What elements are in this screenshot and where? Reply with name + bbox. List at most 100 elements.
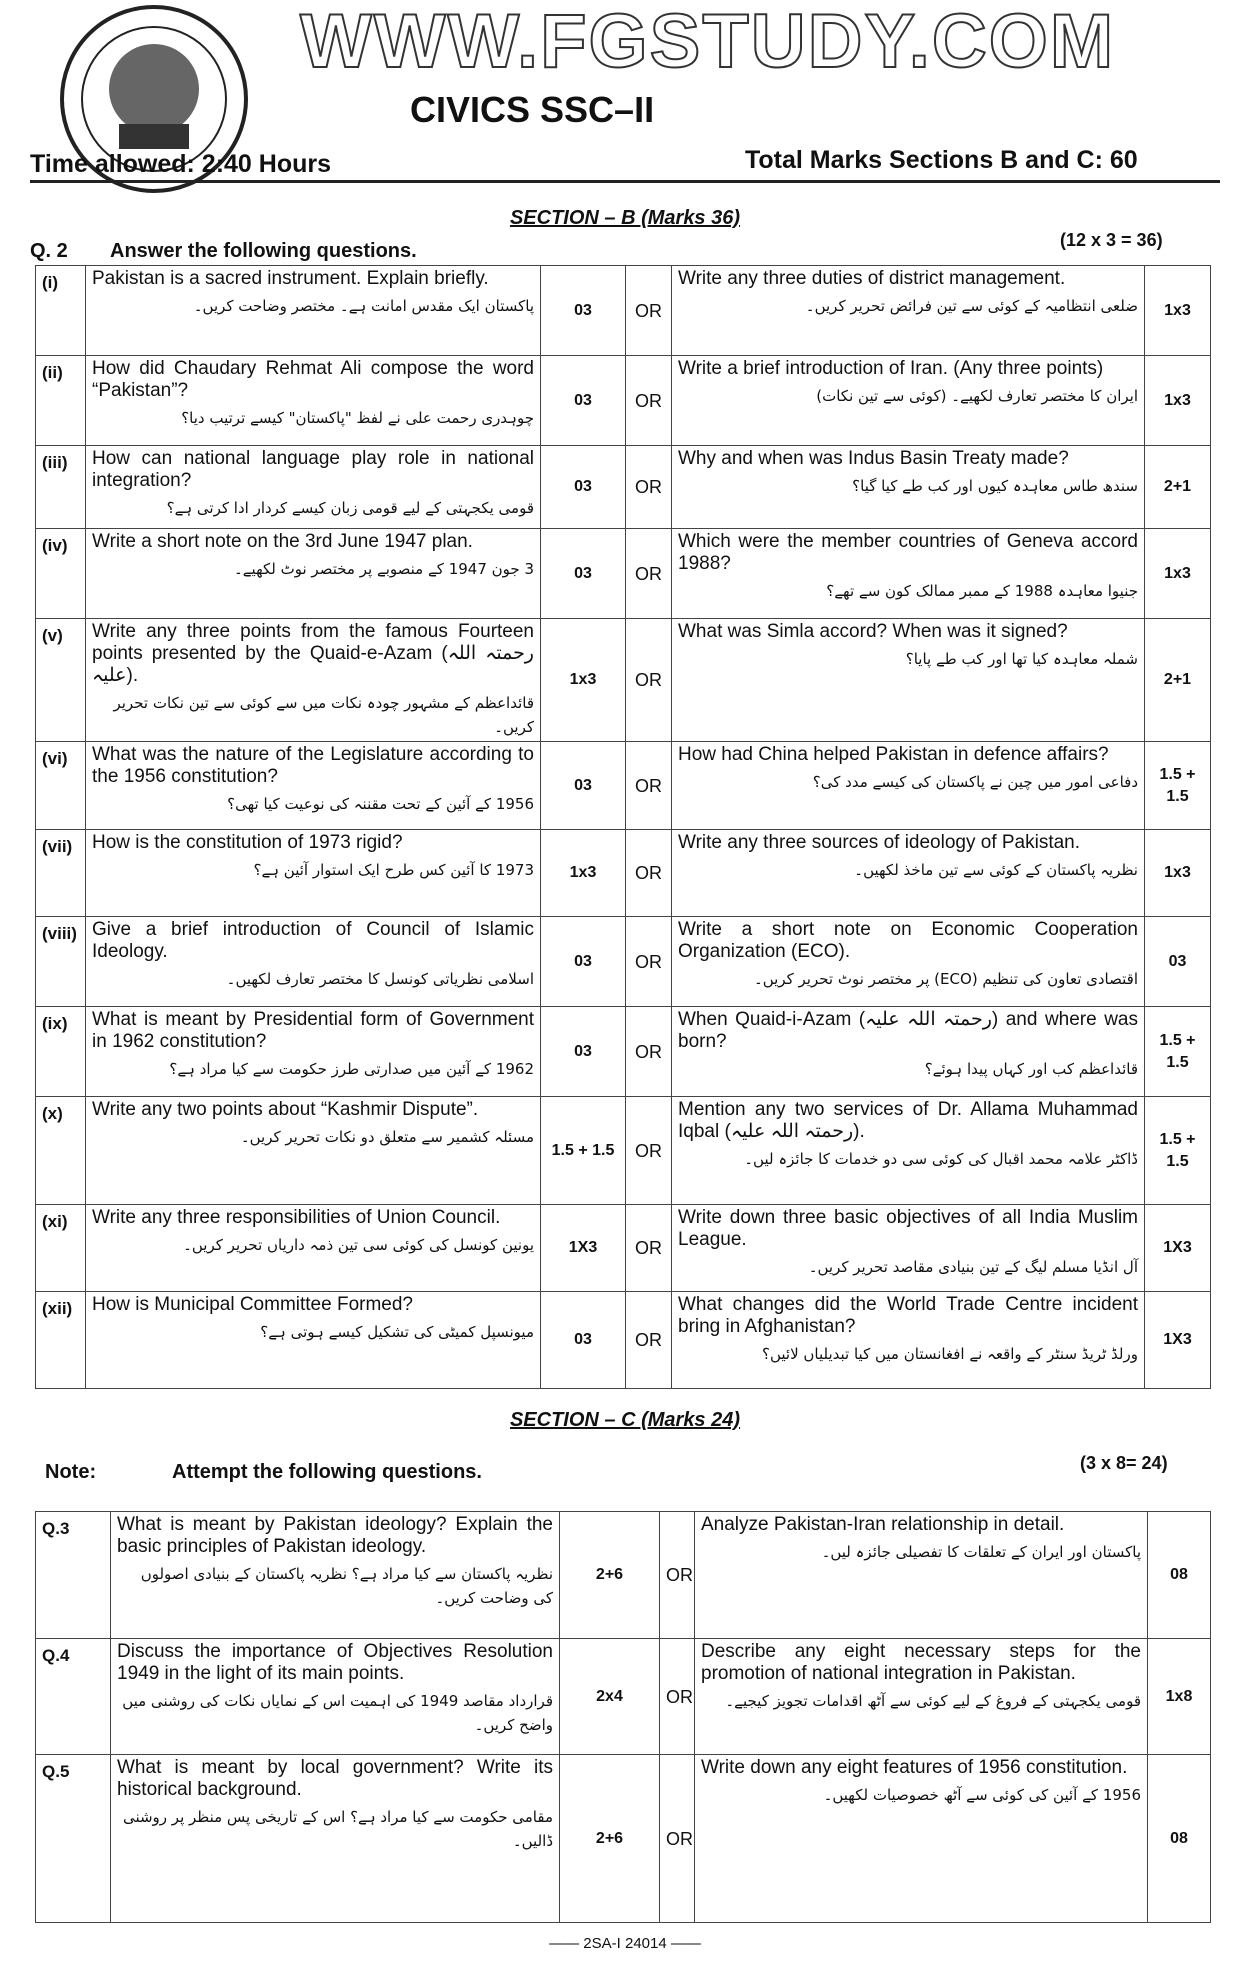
or-label: OR xyxy=(625,829,672,917)
alternative-english: Mention any two services of Dr. Allama M… xyxy=(678,1099,1138,1142)
question-marks: 1.5 + 1.5 xyxy=(540,1096,626,1205)
question-cell: Write a short note on the 3rd June 1947 … xyxy=(85,528,541,619)
question-english: What was the nature of the Legislature a… xyxy=(92,744,534,787)
question-urdu: مسئلہ کشمیر سے متعلق دو نکات تحریر کریں۔ xyxy=(240,1128,534,1146)
question-urdu: اسلامی نظریاتی کونسل کا مختصر تعارف لکھی… xyxy=(226,970,534,988)
or-label: OR xyxy=(625,741,672,830)
or-label: OR xyxy=(625,265,672,356)
alternative-marks: 1.5 + 1.5 xyxy=(1144,1006,1211,1097)
question-row: (v) Write any three points from the famou… xyxy=(35,618,1211,742)
question-english: What is meant by Pakistan ideology? Expl… xyxy=(117,1514,553,1557)
header-rule xyxy=(30,180,1220,183)
question-row: Q.4 Discuss the importance of Objectives … xyxy=(35,1638,1211,1755)
question-marks: 03 xyxy=(540,528,626,619)
question-cell: How can national language play role in n… xyxy=(85,445,541,529)
watermark: WWW.FGSTUDY.COM xyxy=(299,0,1116,84)
question-row: (xii) How is Municipal Committee Formed? م… xyxy=(35,1291,1211,1389)
question-cell: Discuss the importance of Objectives Res… xyxy=(110,1638,560,1755)
alternative-english: Write any three duties of district manag… xyxy=(678,268,1066,289)
question-marks: 2x4 xyxy=(559,1638,660,1755)
question-urdu: مقامی حکومت سے کیا مراد ہے؟ اس کے تاریخی… xyxy=(122,1808,553,1850)
question-cell: Write any three points from the famous F… xyxy=(85,618,541,742)
question-row: Q.3 What is meant by Pakistan ideology? E… xyxy=(35,1511,1211,1639)
question-urdu: 1962 کے آئین میں صدارتی طرز حکومت سے کیا… xyxy=(169,1060,534,1078)
question-marks: 03 xyxy=(540,1291,626,1389)
or-label: OR xyxy=(625,618,672,742)
alternative-urdu: 1956 کے آئین کی کوئی سے آٹھ خصوصیات لکھی… xyxy=(823,1786,1141,1804)
alternative-urdu: جنیوا معاہدہ 1988 کے ممبر ممالک کون سے ت… xyxy=(826,582,1138,600)
alternative-cell: Describe any eight necessary steps for t… xyxy=(694,1638,1148,1755)
or-label: OR xyxy=(625,445,672,529)
or-label: OR xyxy=(659,1511,695,1639)
question-row: (iv) Write a short note on the 3rd June 1… xyxy=(35,528,1211,619)
alternative-english: What was Simla accord? When was it signe… xyxy=(678,621,1068,642)
alternative-urdu: نظریہ پاکستان کے کوئی سے تین ماخذ لکھیں۔ xyxy=(854,861,1138,879)
question-number: (xii) xyxy=(35,1291,86,1389)
question-cell: Give a brief introduction of Council of … xyxy=(85,916,541,1007)
question-cell: Write any two points about “Kashmir Disp… xyxy=(85,1096,541,1205)
or-label: OR xyxy=(625,1291,672,1389)
question-cell: Pakistan is a sacred instrument. Explain… xyxy=(85,265,541,356)
or-label: OR xyxy=(625,1006,672,1097)
question-number: (ix) xyxy=(35,1006,86,1097)
or-label: OR xyxy=(625,1204,672,1292)
question-row: (x) Write any two points about “Kashmir D… xyxy=(35,1096,1211,1205)
alternative-urdu: آل انڈیا مسلم لیگ کے تین بنیادی مقاصد تح… xyxy=(808,1258,1138,1276)
alternative-marks: 1X3 xyxy=(1144,1291,1211,1389)
question-urdu: 1973 کا آئین کس طرح ایک استوار آئین ہے؟ xyxy=(253,861,534,879)
question-number: (i) xyxy=(35,265,86,356)
question-cell: What was the nature of the Legislature a… xyxy=(85,741,541,830)
question-urdu: 3 جون 1947 کے منصوبے پر مختصر نوٹ لکھیے۔ xyxy=(233,560,534,578)
or-label: OR xyxy=(659,1754,695,1923)
alternative-cell: How had China helped Pakistan in defence… xyxy=(671,741,1145,830)
section-b-table: (i) Pakistan is a sacred instrument. Expl… xyxy=(35,265,1211,1389)
alternative-english: Why and when was Indus Basin Treaty made… xyxy=(678,448,1069,469)
alternative-urdu: پاکستان اور ایران کے تعلقات کا تفصیلی جا… xyxy=(821,1543,1141,1561)
question-marks: 03 xyxy=(540,445,626,529)
alternative-urdu: ضلعی انتظامیہ کے کوئی سے تین فرائض تحریر… xyxy=(805,297,1138,315)
question-cell: Write any three responsibilities of Unio… xyxy=(85,1204,541,1292)
or-label: OR xyxy=(625,355,672,446)
alternative-urdu: ڈاکٹر علامہ محمد اقبال کی کوئی سی دو خدم… xyxy=(744,1150,1138,1168)
question-urdu: قائداعظم کے مشہور چودہ نکات میں سے کوئی … xyxy=(113,694,534,736)
section-c-instruction: Attempt the following questions. xyxy=(172,1461,482,1483)
or-label: OR xyxy=(659,1638,695,1755)
question-english: What is meant by Presidential form of Go… xyxy=(92,1009,534,1052)
question-english: Discuss the importance of Objectives Res… xyxy=(117,1641,553,1684)
question-english: How can national language play role in n… xyxy=(92,448,534,491)
paper-code: —— 2SA-I 24014 —— xyxy=(549,1935,701,1952)
alternative-cell: Write a brief introduction of Iran. (Any… xyxy=(671,355,1145,446)
section-c-marks: (3 x 8= 24) xyxy=(1080,1453,1168,1473)
question-marks: 03 xyxy=(540,1006,626,1097)
question-english: Pakistan is a sacred instrument. Explain… xyxy=(92,268,489,289)
alternative-urdu: قائداعظم کب اور کہاں پیدا ہوئے؟ xyxy=(924,1060,1138,1078)
note-label: Note: xyxy=(45,1461,97,1483)
question-number: (xi) xyxy=(35,1204,86,1292)
question-english: How is the constitution of 1973 rigid? xyxy=(92,832,403,853)
question-row: (ii) How did Chaudary Rehmat Ali compose … xyxy=(35,355,1211,446)
section-c-table: Q.3 What is meant by Pakistan ideology? E… xyxy=(35,1511,1211,1923)
question-row: (vii) How is the constitution of 1973 rig… xyxy=(35,829,1211,917)
question-row: Q.5 What is meant by local government? Wr… xyxy=(35,1754,1211,1923)
question-row: (ix) What is meant by Presidential form o… xyxy=(35,1006,1211,1097)
question-urdu: 1956 کے آئین کے تحت مقننہ کی نوعیت کیا ت… xyxy=(227,795,534,813)
or-label: OR xyxy=(625,1096,672,1205)
section-c-title: SECTION – C (Marks 24) xyxy=(509,1409,741,1431)
question-urdu: پاکستان ایک مقدس امانت ہے۔ مختصر وضاحت ک… xyxy=(193,297,534,315)
alternative-marks: 1x8 xyxy=(1147,1638,1211,1755)
question-urdu: میونسپل کمیٹی کی تشکیل کیسے ہوتی ہے؟ xyxy=(260,1323,534,1341)
alternative-english: Describe any eight necessary steps for t… xyxy=(701,1641,1141,1684)
alternative-english: Analyze Pakistan-Iran relationship in de… xyxy=(701,1514,1065,1535)
question-number: (ii) xyxy=(35,355,86,446)
question-english: Write any three points from the famous F… xyxy=(92,621,534,686)
question-number: (v) xyxy=(35,618,86,742)
question-number: Q.5 xyxy=(35,1754,111,1923)
question-marks: 03 xyxy=(540,265,626,356)
alternative-marks: 1.5 + 1.5 xyxy=(1144,741,1211,830)
alternative-urdu: قومی یکجہتی کے فروغ کے لیے کوئی سے آٹھ ا… xyxy=(725,1692,1141,1710)
question-cell: How did Chaudary Rehmat Ali compose the … xyxy=(85,355,541,446)
alternative-cell: Mention any two services of Dr. Allama M… xyxy=(671,1096,1145,1205)
alternative-urdu: سندھ طاس معاہدہ کیوں اور کب طے کیا گیا؟ xyxy=(852,477,1138,495)
alternative-marks: 1x3 xyxy=(1144,829,1211,917)
